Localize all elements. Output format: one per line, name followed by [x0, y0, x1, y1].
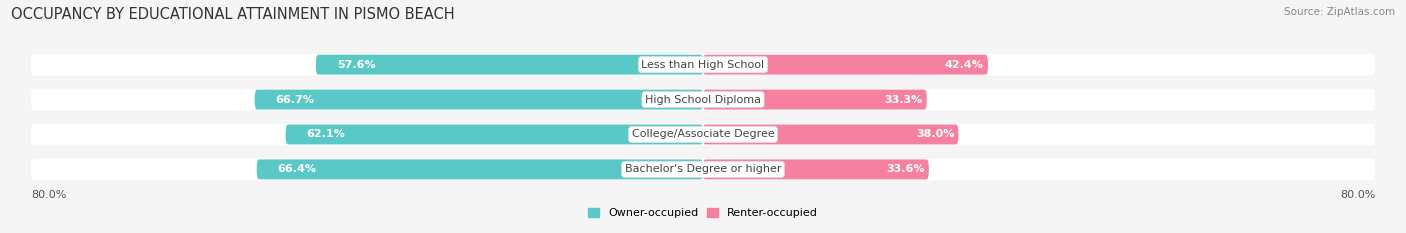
Text: OCCUPANCY BY EDUCATIONAL ATTAINMENT IN PISMO BEACH: OCCUPANCY BY EDUCATIONAL ATTAINMENT IN P…	[11, 7, 456, 22]
FancyBboxPatch shape	[31, 159, 1375, 180]
FancyBboxPatch shape	[316, 55, 703, 75]
Text: College/Associate Degree: College/Associate Degree	[631, 130, 775, 140]
Text: 66.4%: 66.4%	[278, 164, 316, 175]
FancyBboxPatch shape	[703, 55, 988, 75]
Text: Less than High School: Less than High School	[641, 60, 765, 70]
FancyBboxPatch shape	[703, 159, 929, 179]
FancyBboxPatch shape	[31, 124, 1375, 145]
Text: High School Diploma: High School Diploma	[645, 95, 761, 105]
FancyBboxPatch shape	[257, 159, 703, 179]
Text: 62.1%: 62.1%	[307, 130, 346, 140]
Text: 80.0%: 80.0%	[31, 190, 66, 200]
Text: 38.0%: 38.0%	[915, 130, 955, 140]
FancyBboxPatch shape	[285, 124, 703, 144]
Legend: Owner-occupied, Renter-occupied: Owner-occupied, Renter-occupied	[588, 208, 818, 218]
Text: 66.7%: 66.7%	[276, 95, 315, 105]
Text: Bachelor's Degree or higher: Bachelor's Degree or higher	[624, 164, 782, 175]
FancyBboxPatch shape	[254, 90, 703, 110]
Text: 33.6%: 33.6%	[886, 164, 925, 175]
Text: 33.3%: 33.3%	[884, 95, 922, 105]
FancyBboxPatch shape	[31, 89, 1375, 110]
Text: 57.6%: 57.6%	[337, 60, 375, 70]
FancyBboxPatch shape	[703, 90, 927, 110]
Text: 80.0%: 80.0%	[1340, 190, 1375, 200]
Text: 42.4%: 42.4%	[945, 60, 984, 70]
FancyBboxPatch shape	[31, 54, 1375, 75]
FancyBboxPatch shape	[703, 124, 959, 144]
Text: Source: ZipAtlas.com: Source: ZipAtlas.com	[1284, 7, 1395, 17]
